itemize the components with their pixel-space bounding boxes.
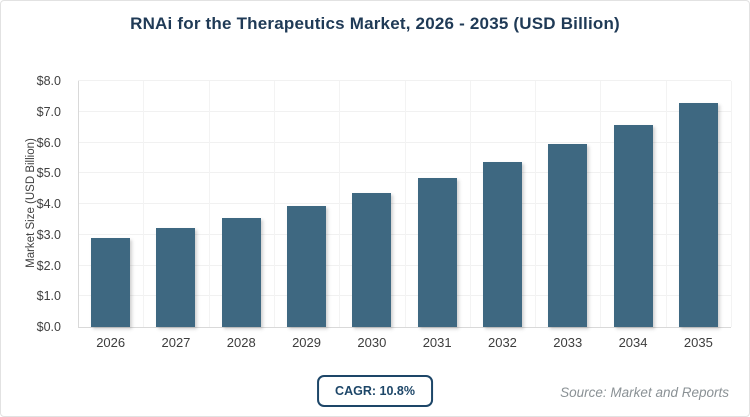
gridline-horizontal: [78, 327, 731, 328]
bar-2031: [417, 178, 457, 327]
gridline-vertical: [469, 81, 471, 327]
bar-2027: [156, 228, 196, 327]
gridline-vertical: [731, 81, 732, 327]
y-tick-label: $7.0: [36, 104, 61, 119]
y-tick-label: $8.0: [36, 74, 61, 88]
y-tick-label: $3.0: [36, 227, 61, 242]
x-tick-label: 2033: [553, 335, 583, 350]
bar-2030: [352, 192, 392, 327]
gridline-vertical: [339, 81, 341, 327]
gridline-vertical: [535, 81, 537, 327]
bar-2033: [548, 144, 588, 327]
bar-2032: [482, 162, 522, 327]
source-text: Source: Market and Reports: [560, 385, 729, 400]
bar-2026: [91, 237, 131, 327]
gridline-vertical: [273, 81, 275, 327]
gridline-vertical: [208, 81, 210, 327]
x-tick-label: 2026: [96, 335, 126, 350]
gridline-vertical: [404, 81, 406, 327]
chart-title: RNAi for the Therapeutics Market, 2026 -…: [130, 14, 620, 33]
x-tick-label: 2035: [683, 335, 713, 350]
bar-2034: [613, 124, 653, 327]
gridline-vertical: [665, 81, 667, 327]
x-tick-label: 2031: [422, 335, 452, 350]
x-tick-label: 2029: [292, 335, 321, 350]
x-tick-label: 2028: [226, 335, 256, 350]
bar-2035: [678, 102, 718, 327]
x-tick-label: 2030: [357, 335, 387, 350]
y-tick-label: $5.0: [36, 166, 61, 181]
y-tick-label: $6.0: [36, 135, 61, 150]
y-tick-label: $0.0: [36, 320, 61, 334]
bar-2029: [287, 205, 327, 327]
bar-2028: [221, 217, 261, 327]
cagr-badge: CAGR: 10.8%: [317, 375, 433, 407]
gridline-vertical: [78, 81, 79, 327]
y-tick-label: $2.0: [36, 258, 61, 273]
y-tick-label: $4.0: [36, 197, 61, 211]
x-tick-label: 2032: [487, 335, 517, 350]
y-axis-ticks: $0.0 $1.0 $2.0 $3.0 $4.0 $5.0 $6.0 $7.0 $8.0: [1, 74, 71, 334]
bar-chart-plot-area: [78, 80, 732, 328]
x-tick-label: 2034: [618, 335, 648, 350]
gridline-vertical: [600, 81, 602, 327]
x-tick-label: 2027: [161, 335, 191, 350]
y-tick-label: $1.0: [36, 289, 61, 304]
gridline-vertical: [143, 81, 145, 327]
x-axis-ticks: 2026 2027 2028 2029 2030 2031 2032 2033 2034 2035: [78, 335, 731, 355]
gridline-horizontal: [78, 80, 731, 81]
